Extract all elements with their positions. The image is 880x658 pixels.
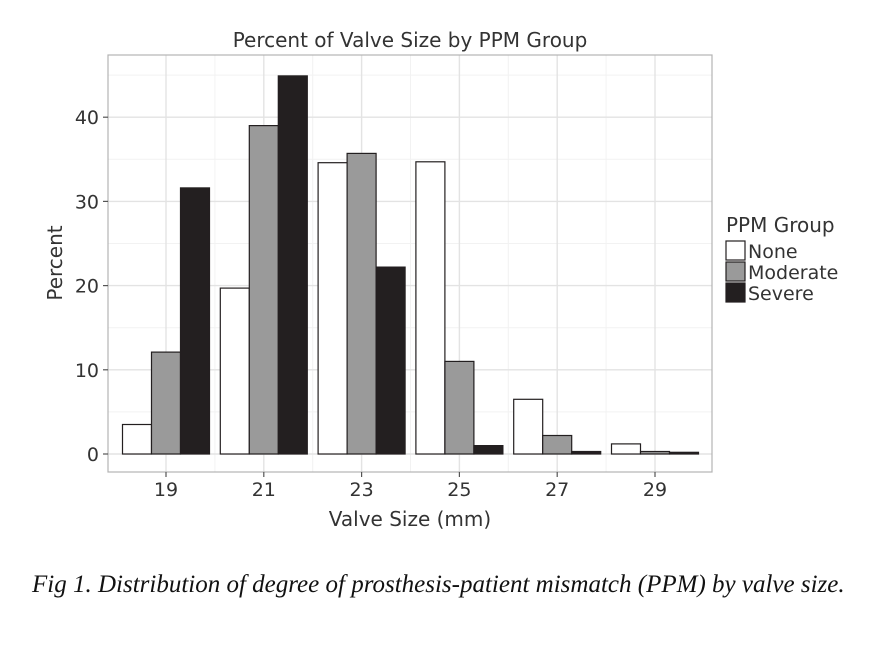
bar-moderate-19 <box>150 351 182 455</box>
y-axis-title: Percent <box>43 225 67 300</box>
bar-severe-25 <box>473 445 504 455</box>
bar-none-27 <box>513 398 544 455</box>
x-tick-label: 27 <box>545 479 569 501</box>
bar-moderate-21 <box>248 124 279 455</box>
x-tick-label: 23 <box>350 479 374 501</box>
legend-title: PPM Group <box>726 213 835 237</box>
x-tick-label: 21 <box>252 479 276 501</box>
legend-key-severe <box>725 282 746 303</box>
bar-none-21 <box>219 287 250 455</box>
y-tick-label: 40 <box>75 107 99 129</box>
x-tick-label: 19 <box>154 479 178 501</box>
bar-severe-29 <box>668 451 700 455</box>
figure-caption: Fig 1. Distribution of degree of prosthe… <box>32 571 845 598</box>
bar-severe-23 <box>375 266 406 455</box>
bar-moderate-27 <box>542 434 573 455</box>
bar-none-19 <box>121 423 153 455</box>
bar-moderate-29 <box>639 450 671 455</box>
x-tick-label: 29 <box>643 479 667 501</box>
bar-moderate-23 <box>346 152 377 455</box>
legend-label-none: None <box>748 241 798 263</box>
x-axis-title: Valve Size (mm) <box>329 507 491 531</box>
y-tick-label: 30 <box>75 191 99 213</box>
plot-panel-border <box>107 54 713 473</box>
legend-label-severe: Severe <box>748 283 814 305</box>
y-tick-label: 20 <box>75 276 99 298</box>
bar-severe-27 <box>571 450 602 455</box>
chart-title: Percent of Valve Size by PPM Group <box>233 28 588 52</box>
legend-label-moderate: Moderate <box>748 262 838 284</box>
bar-none-25 <box>415 161 446 455</box>
axes: 0 10 20 30 40 19 21 23 25 27 29 <box>75 107 667 501</box>
legend-key-none <box>725 240 746 261</box>
legend-key-moderate <box>725 261 746 282</box>
bar-severe-21 <box>277 75 308 455</box>
bars <box>121 75 700 455</box>
bar-severe-19 <box>179 187 211 455</box>
y-tick-label: 10 <box>75 360 99 382</box>
y-tick-label: 0 <box>87 444 99 466</box>
bar-moderate-25 <box>444 360 475 455</box>
bar-none-23 <box>317 162 348 455</box>
x-tick-label: 25 <box>447 479 471 501</box>
bar-chart: 0 10 20 30 40 19 21 23 25 27 29 Percent of Valve S… <box>43 28 838 531</box>
bar-none-29 <box>610 443 642 455</box>
